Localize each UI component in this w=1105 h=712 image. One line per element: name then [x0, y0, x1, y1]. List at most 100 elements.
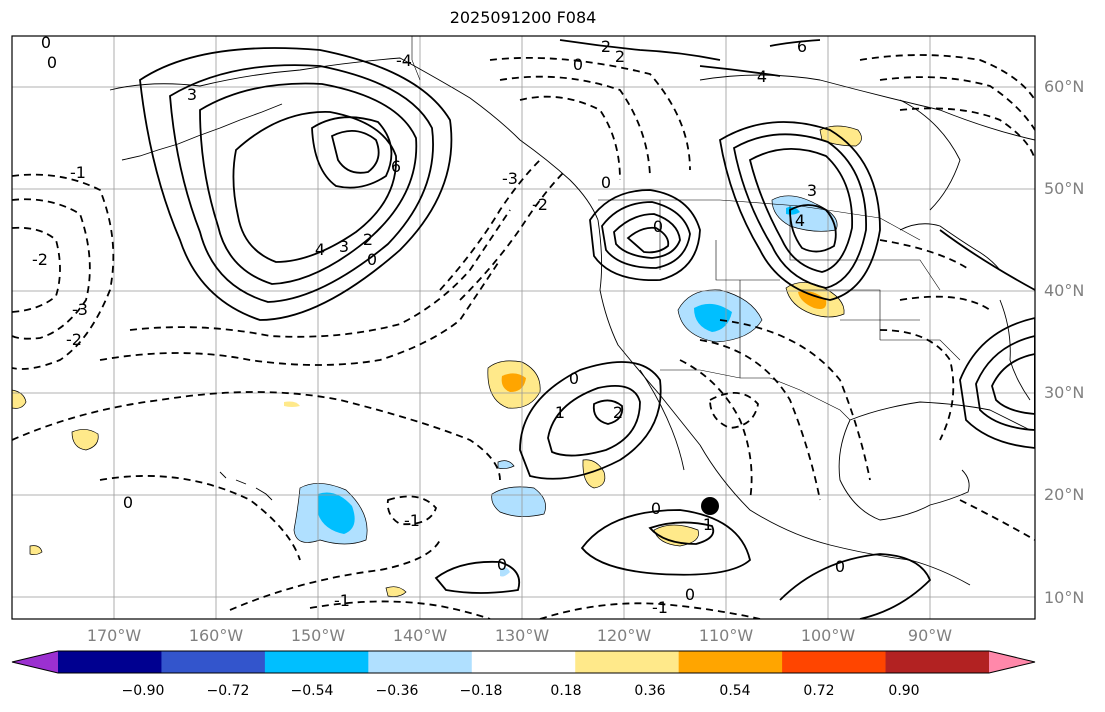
- plot-frame: [11, 35, 1036, 620]
- contour-label: 0: [835, 557, 845, 576]
- contour-pos-tropical-0: [580, 509, 751, 576]
- hawaii-2: [235, 479, 247, 485]
- hudson-region: [899, 99, 961, 211]
- lat-label: 60°N: [1044, 77, 1085, 96]
- lon-label: 120°W: [596, 626, 652, 645]
- shade-pos-2-core: [798, 291, 827, 309]
- contour-pos-high-pacific-3: [199, 82, 418, 285]
- contour-label: -2: [532, 195, 548, 214]
- contour-label: -4: [396, 51, 412, 70]
- contour-neg-hawaii-0: [99, 475, 301, 561]
- contour-pos-ne-1: [939, 229, 1035, 291]
- state-line-5: [800, 289, 881, 340]
- us-mexico-border: [660, 369, 851, 421]
- contour-neg-mexico-1: [679, 359, 753, 501]
- colorbar-tick-label: 0.36: [634, 683, 666, 699]
- contour-pos-plains-2: [732, 133, 867, 289]
- contour-label: 1: [703, 515, 713, 534]
- contour-label: 0: [601, 173, 611, 192]
- contour-label-layer: 0 0 2 2 6 4 -1 3 6 -2 -3 -2 -2 4 3 2 0 -…: [32, 33, 845, 617]
- contour-pos-rockies-2: [601, 201, 691, 269]
- hawaii-1: [219, 471, 227, 479]
- lon-label: 110°W: [698, 626, 754, 645]
- colorbar-segment: [58, 651, 162, 673]
- contour-neg-ne-1: [859, 54, 1035, 101]
- contour-neg-ne-2: [879, 76, 1035, 131]
- shade-pos-1-core: [501, 373, 526, 392]
- hawaii-3: [255, 487, 273, 501]
- contour-pos-subtropical-2: [592, 399, 624, 425]
- map-title: 2025091200 F084: [449, 8, 597, 27]
- contour-pos-plains-3: [748, 148, 853, 273]
- contour-pos-southwest-0: [434, 560, 521, 594]
- colorbar-segment: [368, 651, 473, 673]
- contour-label: -2: [66, 330, 82, 349]
- contour-pos-tropical-1: [648, 521, 715, 545]
- alaska-coast: [109, 57, 599, 221]
- contour-neg-gulf-alaska-3: [439, 159, 541, 291]
- contour-neg-gulf-alaska-4: [459, 169, 567, 301]
- gulf-coast: [849, 401, 1031, 431]
- colorbar-segment: [678, 651, 783, 673]
- contour-neg-wc-1: [519, 95, 621, 181]
- contour-pos-subtropical-0: [519, 361, 662, 480]
- contour-neg-trop-2: [539, 602, 761, 619]
- contour-neg-east-2: [899, 295, 991, 311]
- shade-neg-1-core: [694, 303, 732, 332]
- contour-label: 0: [651, 499, 661, 518]
- contour-label: 3: [187, 85, 197, 104]
- contour-neg-mid-0: [12, 391, 501, 481]
- contour-pos-north-6: [769, 39, 821, 47]
- lat-label: 50°N: [1044, 179, 1085, 198]
- shade-pos-10: [284, 401, 300, 407]
- contour-neg-ne-3: [899, 107, 1035, 161]
- colorbar: [11, 650, 1036, 674]
- shade-neg-3-core: [318, 492, 355, 534]
- contour-neg-wpac-1: [12, 173, 115, 370]
- contour-pos-north-2: [559, 39, 721, 61]
- shade-pos-8: [385, 586, 407, 597]
- contour-pos-north-4: [699, 65, 781, 77]
- contour-label: 0: [573, 55, 583, 74]
- contour-neg-far-se-0: [959, 499, 1035, 541]
- contour-pos-high-pacific-1: [139, 47, 453, 321]
- contour-label: -1: [70, 163, 86, 182]
- colorbar-tick-label: 0.18: [550, 683, 582, 699]
- state-line-7: [880, 339, 961, 361]
- contour-label: 0: [41, 33, 51, 52]
- colorbar-extend-low: [12, 651, 58, 673]
- colorbar-tick-label: −0.54: [290, 683, 334, 699]
- contour-label: 2: [613, 403, 623, 422]
- contour-neg-east-3: [879, 239, 971, 271]
- contour-pos-east-3: [991, 353, 1035, 415]
- shade-pos-5: [653, 524, 699, 547]
- shade-neg-4: [491, 486, 546, 517]
- great-lakes: [899, 223, 1001, 271]
- contour-neg-mexico-3: [719, 319, 871, 481]
- lon-label: 130°W: [494, 626, 550, 645]
- lon-label: 140°W: [392, 626, 448, 645]
- lon-label: 170°W: [86, 626, 142, 645]
- contour-label: 2: [615, 47, 625, 66]
- colorbar-segment: [161, 651, 266, 673]
- shade-pos-9: [29, 545, 43, 556]
- state-line-2: [715, 240, 780, 281]
- colorbar-tick-label: −0.72: [206, 683, 250, 699]
- colorbar-tick-label: −0.90: [121, 683, 165, 699]
- contour-neg-cent-1: [386, 495, 438, 526]
- contour-neg-mid-2: [129, 209, 511, 338]
- colorbar-tick-label: 0.72: [803, 683, 835, 699]
- contour-label: 2: [363, 230, 373, 249]
- yucatan: [929, 469, 970, 506]
- contour-label: 6: [391, 157, 401, 176]
- lon-label: 90°W: [907, 626, 953, 645]
- colorbar-segment: [471, 651, 576, 673]
- colorbar-outline: [11, 650, 1036, 674]
- shade-pos-4: [582, 459, 606, 489]
- lat-label: 20°N: [1044, 485, 1085, 504]
- shade-neg-6: [500, 567, 510, 577]
- contour-neg-wc-3: [489, 57, 691, 171]
- contour-label: 4: [795, 211, 805, 230]
- contour-label: 0: [569, 369, 579, 388]
- contour-pos-east-1: [959, 317, 1035, 449]
